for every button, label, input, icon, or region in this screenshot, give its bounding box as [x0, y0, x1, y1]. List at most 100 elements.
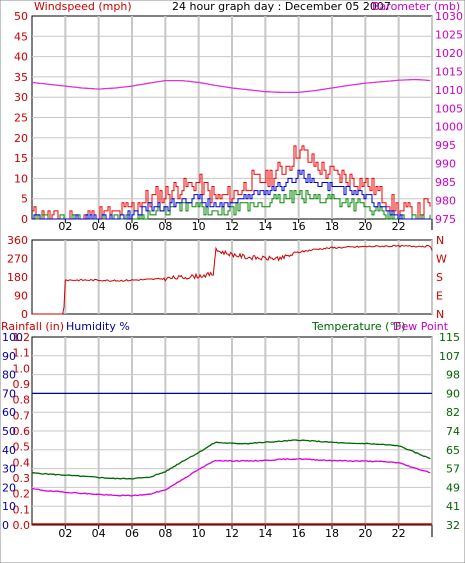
temp-xtick-label: 14 [258, 527, 272, 540]
wind-speed-line [32, 169, 430, 220]
windspeed-axis-title: Windspeed (mph) [34, 0, 132, 13]
wind-xtick-label: 02 [58, 220, 72, 233]
barometer-tick-label: 980 [435, 195, 456, 208]
rainfall-tick-label: 1.2 [13, 331, 31, 344]
direction-tick-label: 90 [14, 290, 28, 303]
temperature-tick-label: 74 [446, 425, 460, 438]
barometer-tick-label: 1020 [435, 47, 463, 60]
humidity-tick-label: 90 [2, 350, 16, 363]
temperature-tick-label: 32 [446, 519, 460, 532]
windspeed-tick-label: 35 [14, 71, 28, 84]
windspeed-tick-label: 5 [21, 193, 28, 206]
wind-gust-line [32, 145, 431, 220]
temp-xtick-label: 06 [125, 527, 139, 540]
humidity-tick-label: 60 [2, 406, 16, 419]
rainfall-tick-label: 0.7 [13, 409, 31, 422]
temp-xtick-label: 12 [225, 527, 239, 540]
temp-xtick-label: 16 [292, 527, 306, 540]
wind-xtick-label: 14 [258, 220, 272, 233]
rainfall-tick-label: 1.0 [13, 362, 31, 375]
temperature-tick-label: 57 [446, 463, 460, 476]
wind-xtick-label: 12 [225, 220, 239, 233]
windspeed-tick-label: 25 [14, 112, 28, 125]
wind-xtick-label: 08 [158, 220, 172, 233]
barometer-tick-label: 1010 [435, 84, 463, 97]
humidity-tick-label: 50 [2, 425, 16, 438]
barometer-tick-label: 1030 [435, 10, 463, 23]
humidity-tick-label: 100 [2, 331, 23, 344]
rainfall-tick-label: 0.6 [13, 425, 31, 438]
rainfall-tick-label: 0.1 [13, 503, 31, 516]
rainfall-tick-label: 0.9 [13, 378, 31, 391]
compass-tick-label: N [436, 308, 444, 321]
humidity-tick-label: 80 [2, 369, 16, 382]
barometer-tick-label: 975 [435, 213, 456, 226]
graph-day-title: 24 hour graph day : December 05 2007 [172, 0, 391, 13]
direction-tick-label: 180 [7, 271, 28, 284]
rainfall-axis-title: Rainfall (in) [1, 320, 64, 333]
barometer-tick-label: 1000 [435, 121, 463, 134]
windspeed-tick-label: 50 [14, 10, 28, 23]
dewpoint-line [31, 457, 431, 497]
windspeed-tick-label: 40 [14, 51, 28, 64]
direction-tick-label: 0 [21, 308, 28, 321]
humidity-tick-label: 30 [2, 463, 16, 476]
compass-tick-label: N [436, 234, 444, 247]
windspeed-tick-label: 15 [14, 152, 28, 165]
temp-xtick-label: 08 [158, 527, 172, 540]
compass-tick-label: W [436, 253, 447, 266]
temperature-tick-label: 107 [439, 350, 460, 363]
windspeed-tick-label: 45 [14, 30, 28, 43]
temperature-tick-label: 65 [446, 444, 460, 457]
humidity-tick-label: 20 [2, 481, 16, 494]
rainfall-tick-label: 0.5 [13, 441, 31, 454]
wind-xtick-label: 22 [392, 220, 406, 233]
compass-tick-label: S [436, 271, 443, 284]
temp-xtick-label: 04 [92, 527, 106, 540]
windspeed-tick-label: 10 [14, 172, 28, 185]
wind-xtick-label: 18 [325, 220, 339, 233]
windspeed-tick-label: 20 [14, 132, 28, 145]
temperature-tick-label: 115 [439, 331, 460, 344]
wind-xtick-label: I [430, 220, 433, 233]
humidity-tick-label: 70 [2, 387, 16, 400]
temp-xtick-label: 02 [58, 527, 72, 540]
rainfall-tick-label: 1.1 [13, 347, 31, 360]
barometer-tick-label: 995 [435, 139, 456, 152]
humidity-tick-label: 40 [2, 444, 16, 457]
rainfall-tick-label: 0.0 [13, 519, 31, 532]
barometer-axis-title: Barometer (mb) [372, 0, 460, 13]
barometer-tick-label: 990 [435, 158, 456, 171]
temperature-tick-label: 82 [446, 406, 460, 419]
compass-tick-label: E [436, 290, 443, 303]
wind-xtick-label: 16 [292, 220, 306, 233]
dewpoint-axis-title: Dew Point [393, 320, 449, 333]
rainfall-tick-label: 0.4 [13, 456, 31, 469]
temp-xtick-label: 18 [325, 527, 339, 540]
temperature-axis-title: Temperature (°F) [311, 320, 406, 333]
temp-xtick-label: 10 [192, 527, 206, 540]
wind-xtick-label: 04 [92, 220, 106, 233]
humidity-axis-title: Humidity % [66, 320, 130, 333]
temperature-tick-label: 90 [446, 387, 460, 400]
wind-xtick-label: 20 [358, 220, 372, 233]
temperature-line [31, 439, 431, 480]
windspeed-tick-label: 0 [21, 213, 28, 226]
rainfall-tick-label: 0.8 [13, 394, 31, 407]
temp-xtick-label: 22 [392, 527, 406, 540]
barometer-tick-label: 985 [435, 176, 456, 189]
temperature-tick-label: 98 [446, 369, 460, 382]
humidity-tick-label: 10 [2, 500, 16, 513]
barometer-tick-label: 1015 [435, 65, 463, 78]
temperature-tick-label: 41 [446, 500, 460, 513]
windspeed-tick-label: 30 [14, 91, 28, 104]
barometer-line [31, 78, 431, 94]
wind-direction-line [32, 244, 433, 315]
humidity-tick-label: 0 [2, 519, 9, 532]
temperature-tick-label: 49 [446, 481, 460, 494]
temp-xtick-label: 20 [358, 527, 372, 540]
temp-xtick-label: I [430, 527, 433, 540]
barometer-tick-label: 1005 [435, 102, 463, 115]
